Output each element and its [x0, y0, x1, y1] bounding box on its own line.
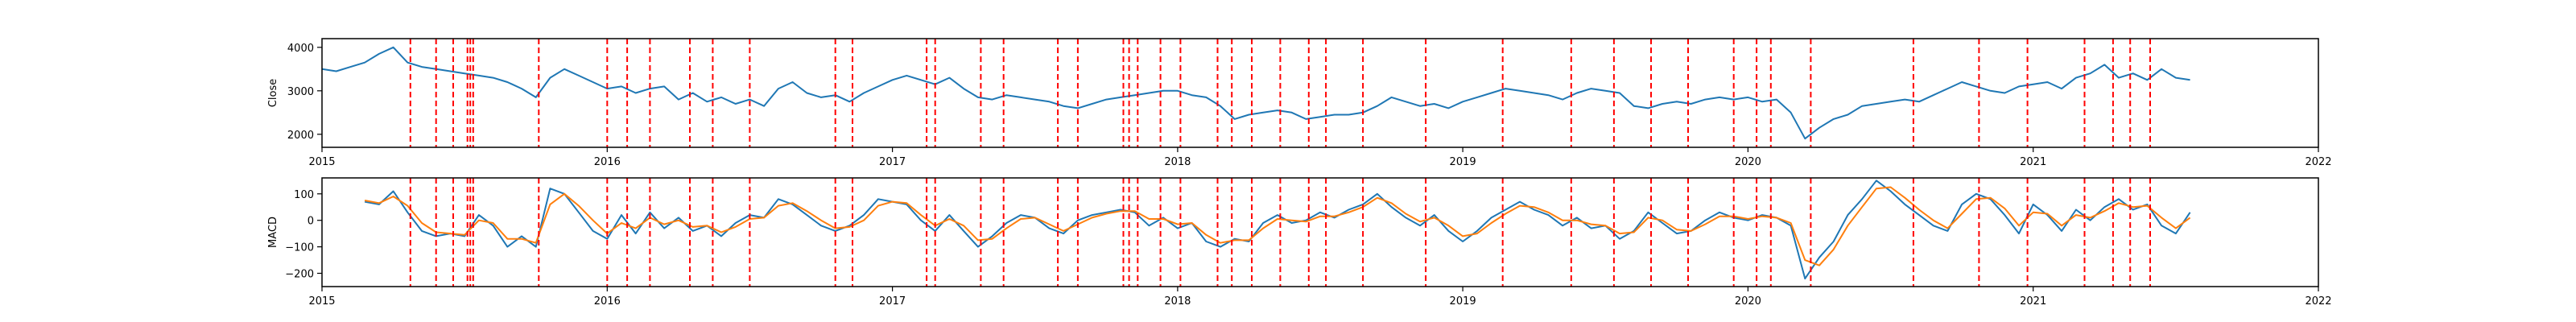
- close-x-tick-label-3: 2018: [1164, 156, 1191, 168]
- macd-y-tick-label-1: 0: [308, 216, 314, 228]
- close-x-tick-label-6: 2021: [2020, 156, 2046, 168]
- close-axes-frame: [321, 38, 2319, 148]
- macd-x-tick-label-1: 2016: [594, 295, 621, 308]
- macd-x-tick-label-3: 2018: [1164, 295, 1191, 308]
- macd-series-1-line: [364, 186, 2191, 266]
- macd-x-tick-label-6: 2021: [2020, 295, 2046, 308]
- close-x-tick-label-4: 2019: [1450, 156, 1476, 168]
- macd-axes-frame: [321, 177, 2319, 287]
- close-y-axis-label: Close: [267, 79, 279, 107]
- macd-x-tick-label-2: 2017: [879, 295, 906, 308]
- macd-x-tick-label-0: 2015: [308, 295, 335, 308]
- macd-y-tick-label-3: −200: [285, 269, 314, 281]
- close-y-tick-label-2: 4000: [287, 43, 314, 55]
- close-x-tick-label-0: 2015: [308, 156, 335, 168]
- macd-y-tick-label-2: −100: [285, 242, 314, 254]
- close-x-tick-label-2: 2017: [879, 156, 906, 168]
- close-y-tick-label-0: 2000: [287, 130, 314, 142]
- macd-x-tick-label-4: 2019: [1450, 295, 1476, 308]
- macd-panel: 2015 2016 2017 2018 2019 2020 2021 2022 100 0 −100…: [267, 177, 2332, 308]
- macd-y-axis-label: MACD: [267, 217, 279, 248]
- macd-x-tick-label-5: 2020: [1735, 295, 1761, 308]
- close-y-tick-label-1: 3000: [287, 86, 314, 98]
- macd-y-tick-label-0: 100: [294, 189, 314, 201]
- close-price-panel: 2015 2016 2017 2018 2019 2020 2021 2022 2000 3000…: [267, 38, 2332, 168]
- close-series-0-line: [321, 46, 2190, 140]
- close-x-tick-label-1: 2016: [594, 156, 621, 168]
- close-x-tick-label-5: 2020: [1735, 156, 1761, 168]
- close-x-tick-label-7: 2022: [2305, 156, 2331, 168]
- macd-x-tick-label-7: 2022: [2305, 295, 2331, 308]
